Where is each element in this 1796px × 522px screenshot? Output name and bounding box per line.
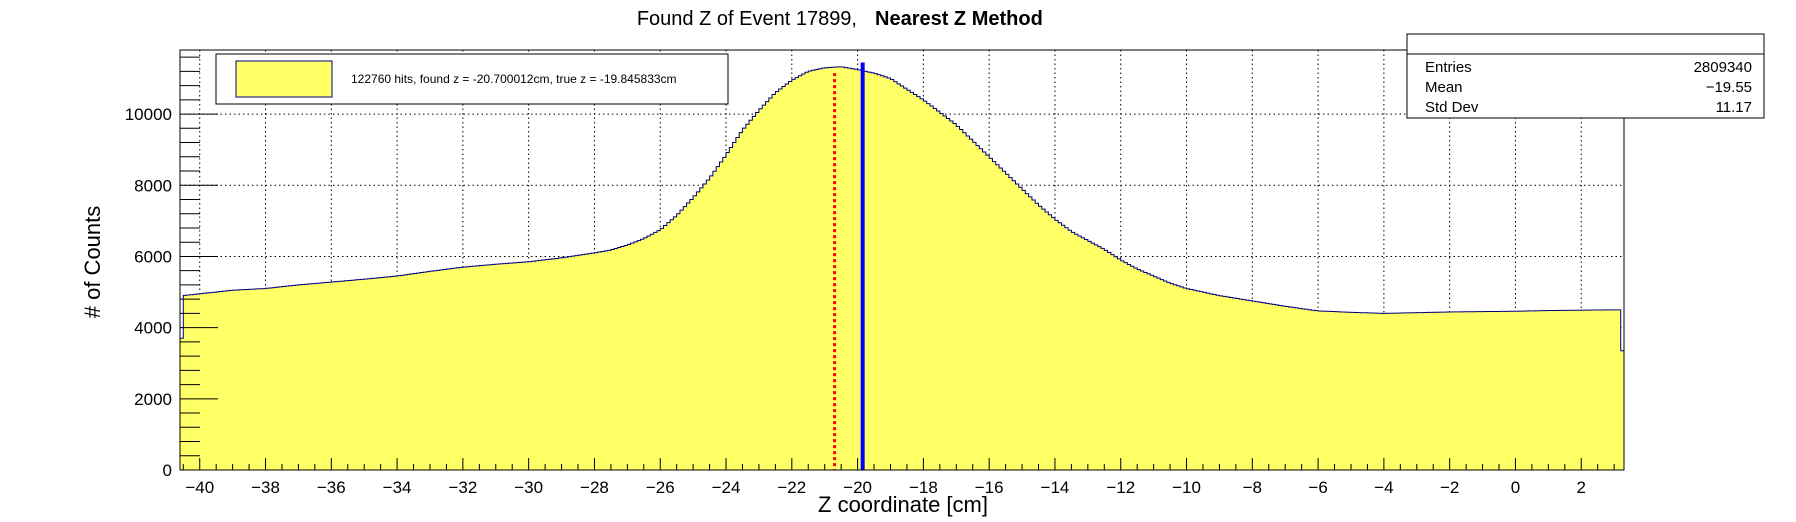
y-tick-label: 10000 bbox=[125, 105, 172, 124]
legend-swatch bbox=[235, 60, 333, 98]
x-tick-label: −10 bbox=[1172, 478, 1201, 497]
stats-box: Entries 2809340 Mean −19.55 Std Dev 11.1… bbox=[1406, 33, 1765, 119]
y-tick-label: 4000 bbox=[134, 319, 172, 338]
x-tick-label: −22 bbox=[777, 478, 806, 497]
y-tick-label: 8000 bbox=[134, 176, 172, 195]
plot-frame bbox=[179, 49, 1625, 471]
x-tick-label: −2 bbox=[1440, 478, 1459, 497]
stats-stddev-label: Std Dev bbox=[1425, 99, 1479, 116]
tick-labels: −40 −38 −36 −34 −32 −30 −28 −26 −24 −22 −20 −18 −16−… bbox=[125, 105, 1586, 497]
x-tick-label: −12 bbox=[1106, 478, 1135, 497]
x-tick-label: −30 bbox=[514, 478, 543, 497]
stats-mean-value: −19.55 bbox=[1706, 79, 1752, 96]
x-tick-label: −26 bbox=[646, 478, 675, 497]
x-tick-label: −20 bbox=[843, 478, 872, 497]
x-tick-label: −6 bbox=[1308, 478, 1327, 497]
histogram-area bbox=[179, 66, 1625, 471]
data-layer bbox=[179, 66, 1625, 471]
legend: 122760 hits, found z = -20.700012cm, tru… bbox=[215, 53, 729, 105]
legend-entry-label: 122760 hits, found z = -20.700012cm, tru… bbox=[351, 72, 677, 86]
x-tick-label: −16 bbox=[975, 478, 1004, 497]
y-tick-label: 6000 bbox=[134, 247, 172, 266]
stats-box-frame bbox=[1406, 33, 1765, 119]
x-tick-label: 0 bbox=[1511, 478, 1520, 497]
y-axis-title: # of Counts bbox=[80, 206, 105, 319]
x-tick-label: −18 bbox=[909, 478, 938, 497]
marker-layer bbox=[833, 62, 865, 470]
stats-mean-label: Mean bbox=[1425, 79, 1463, 96]
y-tick-label: 0 bbox=[163, 461, 172, 480]
x-tick-label: −38 bbox=[251, 478, 280, 497]
stats-entries-value: 2809340 bbox=[1694, 59, 1752, 76]
axis-ticks bbox=[180, 56, 1615, 471]
chart-title-prefix: Found Z of Event 17899, bbox=[637, 8, 857, 30]
stats-stddev-value: 11.17 bbox=[1716, 99, 1752, 116]
x-tick-label: −8 bbox=[1243, 478, 1262, 497]
x-tick-label: −34 bbox=[383, 478, 412, 497]
x-tick-label: −40 bbox=[185, 478, 214, 497]
x-tick-label: −14 bbox=[1041, 478, 1070, 497]
x-axis-title: Z coordinate [cm] bbox=[818, 492, 988, 517]
x-tick-label: −24 bbox=[712, 478, 741, 497]
chart-title-method: Nearest Z Method bbox=[875, 8, 1043, 30]
x-tick-label: −36 bbox=[317, 478, 346, 497]
y-tick-label: 2000 bbox=[134, 390, 172, 409]
x-tick-label: −4 bbox=[1374, 478, 1393, 497]
x-tick-label: −28 bbox=[580, 478, 609, 497]
x-tick-label: −32 bbox=[448, 478, 477, 497]
x-tick-label: 2 bbox=[1577, 478, 1586, 497]
stats-entries-label: Entries bbox=[1425, 59, 1472, 76]
